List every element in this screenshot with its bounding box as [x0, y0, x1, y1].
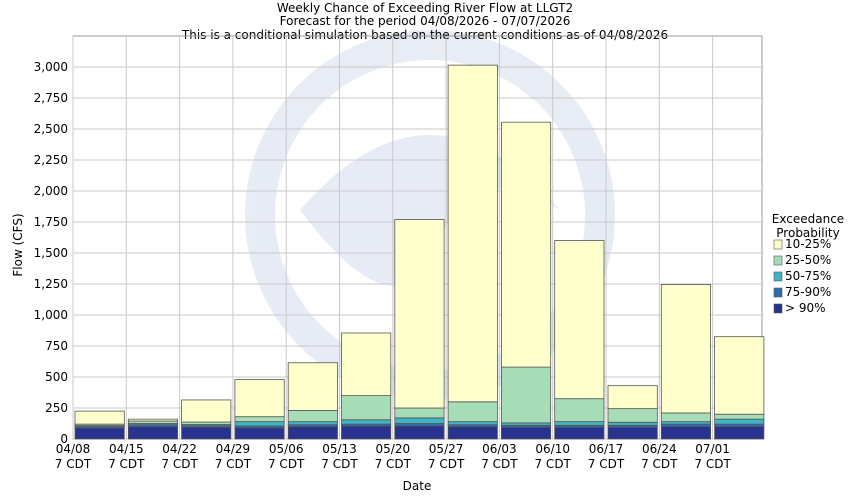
x-tick-label: 06/24 7 CDT	[641, 442, 678, 471]
bar-segment	[660, 426, 711, 440]
bar-segment	[714, 418, 765, 425]
x-tick-label: 06/17 7 CDT	[587, 442, 625, 471]
legend-swatch	[773, 255, 783, 266]
bar-segment	[714, 426, 765, 440]
legend-swatch	[773, 239, 783, 250]
x-tick-label: 04/29 7 CDT	[214, 442, 252, 471]
x-tick-label: 04/15 7 CDT	[108, 442, 145, 471]
bar-segment	[394, 417, 445, 424]
x-tick-label: 05/06 7 CDT	[267, 442, 305, 471]
bar-segment	[607, 426, 658, 440]
bar-segment	[287, 362, 338, 411]
bar-segment	[287, 421, 338, 426]
legend-swatch	[773, 271, 783, 282]
y-tick-label: 1,750	[34, 215, 68, 229]
y-tick-label: 0	[60, 432, 68, 446]
x-tick-label: 04/08 7 CDT	[54, 442, 92, 471]
legend-label: 25-50%	[785, 253, 832, 267]
bar-segment	[234, 416, 285, 423]
chart-title: Weekly Chance of Exceeding River Flow at…	[277, 1, 573, 15]
y-tick-label: 3,000	[34, 60, 68, 74]
bar-segment	[287, 426, 338, 440]
bar-segment	[500, 121, 552, 368]
legend-label: > 90%	[785, 301, 826, 315]
bar-segment	[500, 426, 552, 440]
x-tick-label: 06/03 7 CDT	[481, 442, 518, 471]
bar-segment	[554, 398, 605, 423]
x-tick-label: 05/20 7 CDT	[374, 442, 411, 471]
bar-segment	[181, 426, 232, 440]
y-tick-label: 750	[45, 339, 68, 353]
bar-segment	[287, 410, 338, 423]
chart-note: This is a conditional simulation based o…	[181, 28, 668, 42]
bar-segment	[341, 419, 392, 425]
y-axis-label: Flow (CFS)	[11, 213, 25, 276]
chart-subtitle: Forecast for the period 04/08/2026 - 07/…	[280, 14, 571, 28]
bar-segment	[127, 418, 179, 422]
bar-segment	[714, 336, 765, 415]
bar-segment	[660, 284, 711, 414]
bar-segment	[714, 413, 765, 420]
bar-segment	[447, 421, 498, 426]
bar-segment	[394, 407, 445, 419]
bar-segment	[234, 379, 285, 418]
bar-segment	[127, 426, 179, 440]
bar-segment	[607, 421, 658, 426]
x-tick-label: 07/01 7 CDT	[694, 442, 731, 471]
legend-swatch	[773, 303, 783, 314]
bar-segment	[660, 412, 711, 423]
y-tick-label: 2,000	[34, 184, 68, 198]
bar-segment	[341, 395, 392, 421]
y-tick-label: 1,500	[34, 246, 68, 260]
bar-segment	[554, 426, 605, 440]
y-tick-label: 2,250	[34, 153, 68, 167]
bar-segment	[74, 427, 125, 440]
bar-segment	[607, 385, 658, 410]
bar-segment	[447, 401, 498, 423]
bar-segment	[500, 366, 552, 424]
legend-label: 50-75%	[785, 269, 832, 283]
y-tick-label: 500	[45, 370, 68, 384]
bar-segment	[447, 426, 498, 440]
x-tick-label: 05/13 7 CDT	[321, 442, 358, 471]
bar-segment	[234, 421, 285, 427]
x-tick-label: 06/10 7 CDT	[534, 442, 571, 471]
legend-label: 10-25%	[785, 237, 832, 251]
bar-segment	[394, 425, 445, 440]
y-tick-label: 1,000	[34, 308, 68, 322]
y-tick-label: 1,250	[34, 277, 68, 291]
bar-segment	[554, 240, 605, 400]
y-tick-label: 250	[45, 401, 68, 415]
y-tick-label: 2,500	[34, 122, 68, 136]
bar-segment	[74, 410, 125, 425]
bar-segment	[554, 421, 605, 426]
bar-segment	[607, 408, 658, 423]
legend-title: Exceedance Probability	[771, 212, 845, 240]
x-tick-label: 05/27 7 CDT	[427, 442, 465, 471]
x-axis-label: Date	[403, 479, 432, 493]
bar-segment	[341, 332, 392, 397]
bar-segment	[341, 425, 392, 440]
legend-label: 75-90%	[785, 285, 832, 299]
bar-segment	[394, 219, 445, 409]
bar-segment	[181, 399, 232, 423]
bar-segment	[447, 64, 498, 403]
y-tick-label: 2,750	[34, 91, 68, 105]
x-tick-label: 04/22 7 CDT	[161, 442, 198, 471]
bar-segment	[234, 427, 285, 440]
legend-swatch	[773, 287, 783, 298]
